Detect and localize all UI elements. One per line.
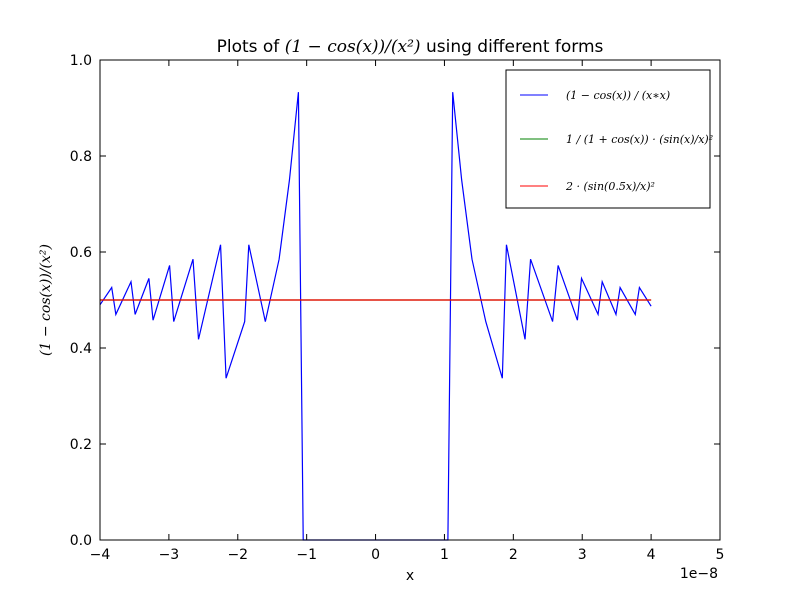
y-tick-label: 0.0 (70, 533, 92, 549)
y-tick-label: 0.8 (70, 149, 92, 165)
x-tick-label: 0 (371, 547, 380, 563)
x-axis-label: x (406, 568, 414, 584)
x-tick-label: −3 (159, 547, 180, 563)
axes-frame (99, 59, 721, 541)
x-tick-label: 2 (509, 547, 518, 563)
x-scale-offset-label: 1e−8 (680, 566, 718, 582)
x-tick-label: −1 (296, 547, 317, 563)
y-tick-label: 0.2 (70, 437, 92, 453)
chart-title: Plots of (1 − cos(x))/(x²) using differe… (217, 37, 604, 57)
x-tick-label: 3 (578, 547, 587, 563)
tick-layer: −4 −3 −2 −1 0 1 2 3 4 5 0.0 0.2 0.4 0.6 0.8 1.0 (70, 53, 725, 563)
y-tick-label: 0.6 (70, 245, 92, 261)
x-tick-label: −2 (227, 547, 248, 563)
legend: (1 − cos(x)) / (x∗x) 1 / (1 + cos(x)) · … (505, 69, 713, 209)
x-tick-label: 1 (440, 547, 449, 563)
y-tick-label: 1.0 (70, 53, 92, 69)
legend-label-series-2: 1 / (1 + cos(x)) · (sin(x)/x)² (566, 133, 713, 146)
legend-label-series-1: (1 − cos(x)) / (x∗x) (566, 89, 670, 102)
y-axis-label: (1 − cos(x))/(x²) (38, 244, 54, 356)
x-tick-label: 4 (647, 547, 656, 563)
legend-label-series-3: 2 · (sin(0.5x)/x)² (565, 180, 655, 193)
y-tick-label: 0.4 (70, 341, 92, 357)
x-tick-label: −4 (90, 547, 111, 563)
x-tick-label: 5 (716, 547, 725, 563)
